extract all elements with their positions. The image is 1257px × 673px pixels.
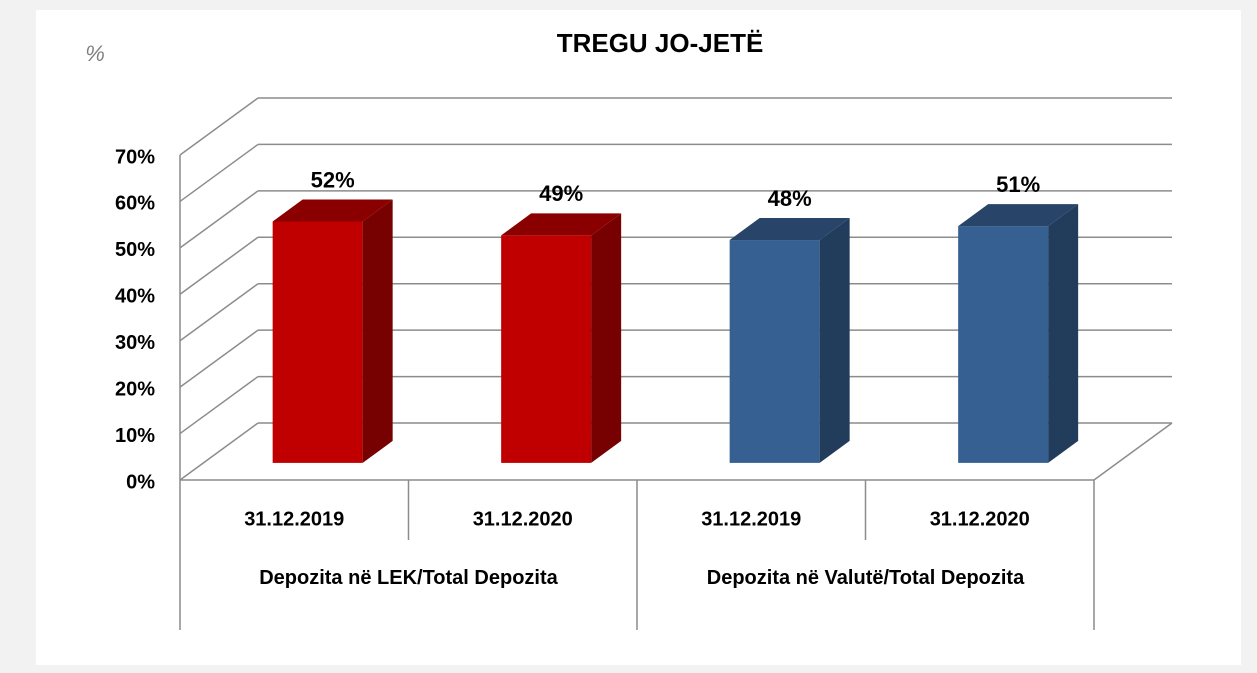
y-tick-label: 30% (115, 332, 155, 354)
bar-top (729, 218, 850, 241)
x-tick-label: 31.12.2019 (244, 508, 344, 530)
group-label: Depozita në Valutë/Total Depozita (706, 567, 1025, 589)
grid-line (179, 422, 259, 481)
bar (501, 235, 592, 463)
y-tick-label: 10% (115, 425, 155, 447)
bar (272, 221, 363, 463)
y-tick-label: 0% (126, 471, 155, 493)
y-tick-label: 70% (115, 146, 155, 168)
grid-line (179, 143, 259, 203)
grid-line (179, 236, 259, 295)
bar-side (819, 218, 850, 463)
data-label: 52% (311, 167, 355, 192)
bar-side (1048, 204, 1079, 463)
data-label: 48% (768, 186, 812, 211)
y-tick-label: 40% (115, 286, 155, 308)
bar-top (272, 199, 393, 222)
x-tick-label: 31.12.2019 (701, 508, 801, 530)
floor-edge (1093, 422, 1173, 481)
bar (729, 240, 820, 463)
grid-line (179, 97, 259, 156)
y-tick-label: 60% (115, 193, 155, 215)
data-label: 51% (996, 172, 1040, 197)
bar-side (591, 213, 622, 463)
bar-side (362, 199, 393, 463)
y-tick-label: 50% (115, 239, 155, 261)
y-tick-label: 20% (115, 378, 155, 400)
x-tick-label: 31.12.2020 (930, 508, 1030, 530)
grid-line (179, 283, 259, 342)
bar-top (501, 213, 622, 236)
x-tick-label: 31.12.2020 (473, 508, 573, 530)
grid-line (179, 190, 259, 249)
bar-top (958, 204, 1079, 227)
grid-line (179, 375, 259, 435)
unit-label: % (85, 41, 105, 66)
bar (958, 226, 1049, 463)
data-label: 49% (539, 181, 583, 206)
chart-title: TREGU JO-JETË (557, 28, 764, 58)
group-label: Depozita në LEK/Total Depozita (259, 567, 558, 589)
grid-line (179, 329, 259, 388)
